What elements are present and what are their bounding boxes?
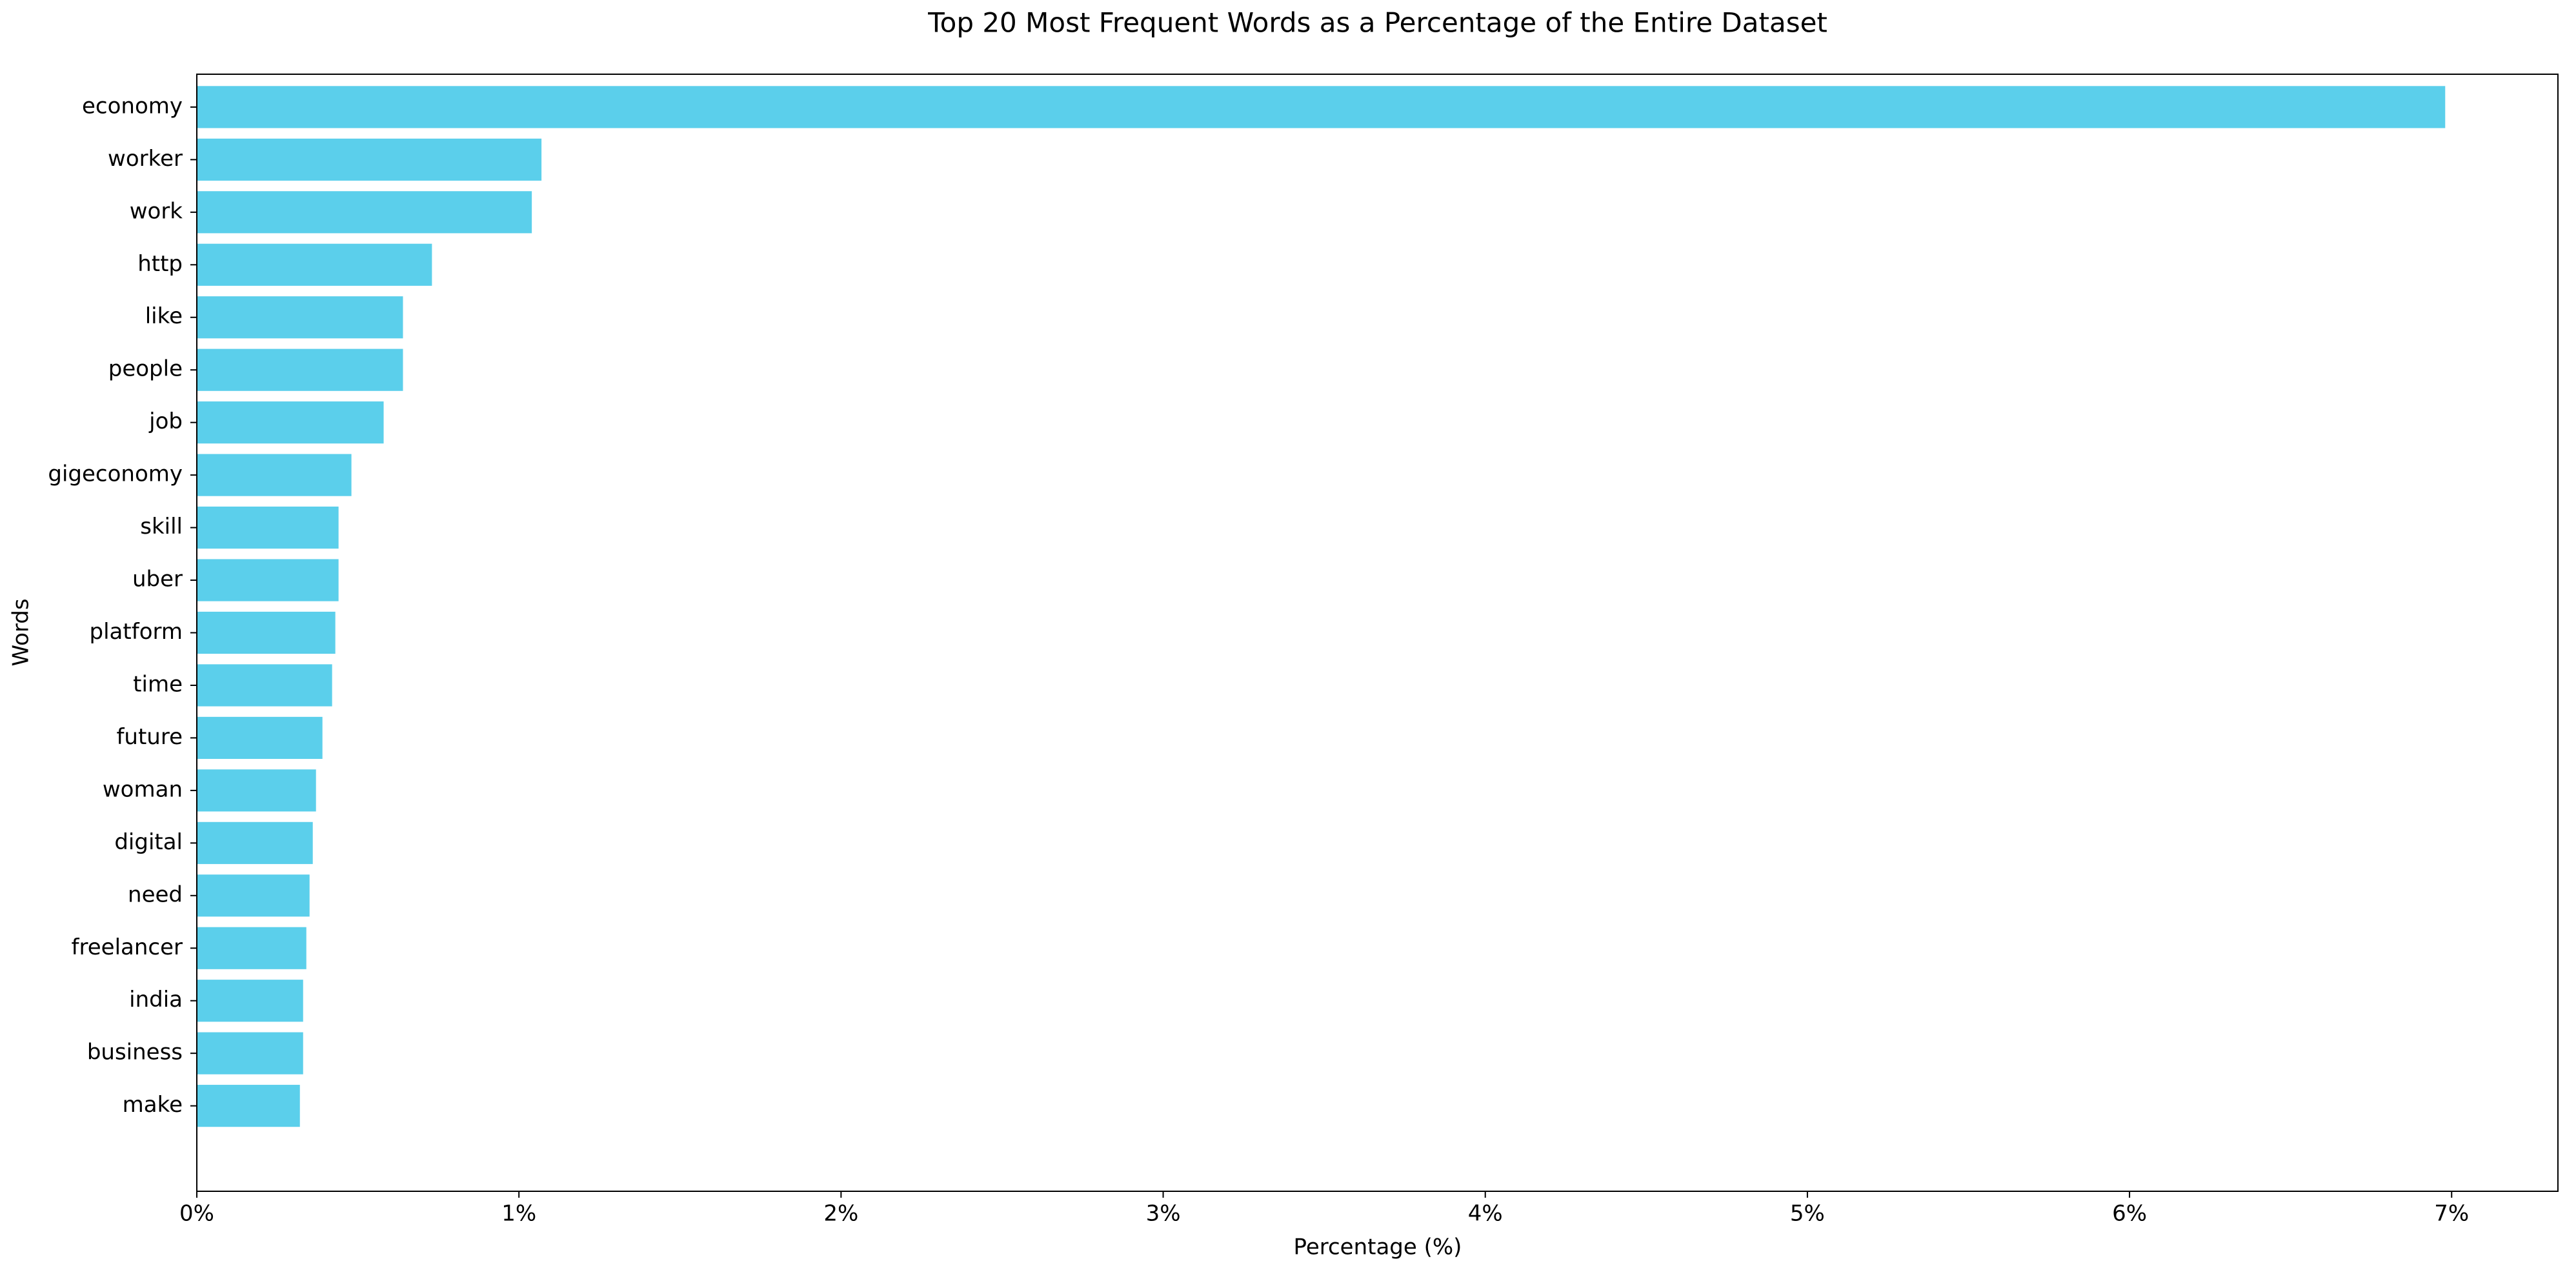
y-tick-label: skill (140, 514, 183, 539)
y-tick-label: http (137, 251, 183, 277)
y-tick-label: woman (103, 776, 183, 802)
y-tick-label: gigeconomy (48, 461, 183, 487)
x-tick-label: 3% (1146, 1201, 1181, 1227)
bar (197, 401, 384, 444)
bar (197, 243, 432, 286)
axes-frame (196, 74, 2559, 1192)
y-axis-label: Words (8, 598, 34, 666)
bar (197, 348, 403, 391)
y-tick-label: people (108, 356, 183, 382)
y-tick-label: make (123, 1092, 183, 1118)
bar (197, 769, 316, 812)
y-tick-label: platform (90, 619, 183, 645)
bar (197, 454, 352, 496)
bar (197, 664, 332, 707)
bar (197, 874, 310, 917)
chart-title: Top 20 Most Frequent Words as a Percenta… (927, 7, 1827, 39)
bar (197, 1032, 303, 1074)
y-tick-label: india (129, 987, 183, 1013)
bar (197, 138, 542, 181)
y-tick-label: time (133, 671, 183, 697)
bar (197, 1085, 300, 1127)
x-tick-label: 0% (179, 1201, 214, 1227)
bar (197, 296, 403, 339)
y-tick-label: need (128, 882, 183, 907)
x-tick-label: 7% (2434, 1201, 2469, 1227)
y-tick-label: job (148, 408, 183, 434)
x-tick-label: 1% (501, 1201, 536, 1227)
bar (197, 191, 532, 234)
bar (197, 559, 339, 601)
y-tick-label: economy (82, 93, 183, 119)
bar (197, 86, 2446, 128)
y-tick-label: freelancer (72, 934, 183, 960)
bar (197, 611, 336, 654)
y-tick-label: digital (114, 829, 183, 855)
y-tick-label: uber (132, 567, 183, 592)
y-tick-label: work (130, 198, 183, 224)
y-tick-label: future (116, 724, 183, 750)
bar (197, 821, 313, 864)
y-tick-label: business (87, 1040, 183, 1065)
x-tick-label: 5% (1790, 1201, 1825, 1227)
y-tick-label: worker (108, 146, 183, 172)
bar (197, 980, 303, 1022)
y-tick-label: like (145, 303, 183, 329)
x-tick-label: 6% (2112, 1201, 2147, 1227)
x-tick-label: 2% (823, 1201, 858, 1227)
bar (197, 716, 323, 760)
bar (197, 506, 339, 549)
bar (197, 927, 307, 969)
x-axis-label: Percentage (%) (1294, 1235, 1462, 1260)
x-tick-label: 4% (1468, 1201, 1503, 1227)
